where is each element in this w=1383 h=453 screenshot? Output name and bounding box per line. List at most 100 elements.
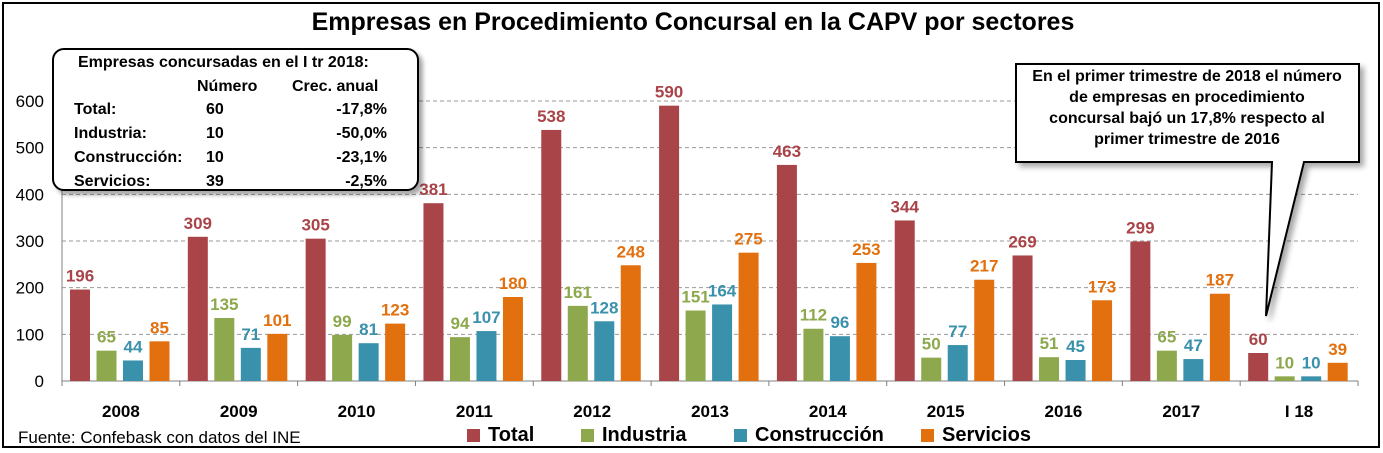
data-label: 77 [948, 322, 967, 341]
bar-total [1012, 255, 1033, 381]
data-label: 81 [359, 320, 378, 339]
summary-col-numero: Número [197, 78, 258, 95]
bar-construcción [240, 347, 261, 381]
data-label: 217 [970, 257, 998, 276]
x-tick-label: I 18 [1285, 402, 1313, 421]
legend-item-construccion: Construcción [734, 422, 884, 448]
callout-line: concursal bajó un 17,8% respecto al [1049, 110, 1325, 127]
legend-item-industria: Industria [581, 422, 686, 448]
legend-item-servicios: Servicios [921, 422, 1031, 448]
chart-title: Empresas en Procedimiento Concursal en l… [311, 8, 1075, 36]
bar-total [1248, 353, 1269, 381]
y-tick-label: 400 [16, 185, 44, 204]
summary-box: Empresas concursadas en el I tr 2018: Nú… [52, 48, 419, 191]
bar-total [541, 129, 562, 381]
data-label: 47 [1184, 336, 1203, 355]
data-label: 463 [773, 142, 801, 161]
data-label: 128 [590, 298, 618, 317]
bar-servicios [502, 297, 523, 381]
data-label: 590 [655, 83, 683, 102]
summary-number: 39 [206, 173, 224, 190]
data-label: 135 [210, 295, 238, 314]
bar-servicios [974, 279, 995, 381]
legend-swatch [734, 428, 747, 442]
y-tick-label: 300 [16, 232, 44, 251]
data-label: 39 [1328, 340, 1347, 359]
data-label: 538 [537, 107, 565, 126]
summary-number: 10 [206, 149, 224, 166]
data-label: 50 [922, 335, 941, 354]
bar-total [1130, 241, 1151, 381]
summary-growth: -50,0% [336, 125, 387, 142]
data-label: 45 [1066, 337, 1085, 356]
data-label: 71 [241, 325, 260, 344]
data-label: 180 [499, 274, 527, 293]
y-tick-label: 200 [16, 279, 44, 298]
summary-label: Industria: [74, 125, 147, 142]
bar-industria [449, 337, 470, 381]
legend-label: Servicios [942, 423, 1031, 446]
bar-construcción [712, 304, 733, 381]
bar-servicios [1092, 300, 1113, 381]
callout-line: primer trimestre de 2016 [1094, 131, 1280, 148]
legend-swatch [921, 428, 934, 442]
data-label: 123 [381, 301, 409, 320]
bar-servicios [1209, 293, 1230, 381]
legend-label: Industria [602, 423, 687, 446]
bar-industria [332, 334, 353, 381]
bar-industria [1274, 376, 1295, 381]
data-label: 275 [734, 230, 762, 249]
data-label: 51 [1040, 334, 1059, 353]
bar-construcción [829, 336, 850, 381]
y-tick-label: 500 [16, 139, 44, 158]
data-label: 344 [891, 197, 920, 216]
y-tick-label: 100 [16, 325, 44, 344]
legend-label: Total [488, 423, 535, 446]
summary-number: 60 [206, 101, 224, 118]
bar-industria [1156, 350, 1177, 381]
data-label: 248 [617, 242, 645, 261]
data-label: 161 [564, 283, 592, 302]
bar-industria [214, 318, 235, 381]
data-label: 173 [1088, 277, 1116, 296]
x-tick-label: 2014 [809, 402, 847, 421]
data-label: 305 [301, 216, 329, 235]
bar-industria [96, 350, 117, 381]
bar-industria [685, 310, 706, 381]
bar-total [776, 164, 797, 381]
bar-construcción [1065, 360, 1086, 381]
data-label: 309 [184, 214, 212, 233]
summary-label: Total: [74, 101, 117, 118]
bar-servicios [1327, 362, 1348, 381]
bar-servicios [856, 262, 877, 381]
bar-construcción [594, 321, 615, 381]
legend-item-total: Total [467, 422, 534, 448]
data-label: 44 [124, 337, 143, 356]
callout-text: En el primer trimestre de 2018 el número… [1016, 66, 1358, 150]
data-label: 381 [419, 180, 447, 199]
data-label: 112 [800, 306, 827, 325]
data-label: 151 [681, 288, 709, 307]
bar-total [894, 220, 915, 381]
data-label: 269 [1008, 232, 1036, 251]
x-tick-label: 2009 [220, 402, 258, 421]
callout-bubble [1015, 63, 1360, 317]
data-label: 164 [708, 281, 737, 300]
bar-total [659, 105, 680, 382]
x-tick-label: 2017 [1162, 402, 1200, 421]
bar-servicios [385, 323, 406, 381]
y-tick-label: 600 [16, 92, 44, 111]
summary-number: 10 [206, 125, 224, 142]
summary-col-crec: Crec. anual [292, 78, 379, 95]
summary-row-industria: Industria: 10 -50,0% [54, 125, 417, 149]
data-label: 10 [1302, 353, 1321, 372]
legend-swatch [467, 428, 480, 442]
data-label: 96 [830, 313, 849, 332]
legend-label: Construcción [755, 423, 884, 446]
x-tick-label: 2011 [456, 402, 493, 421]
x-tick-label: 2013 [691, 402, 729, 421]
callout-line: de empresas en procedimiento [1069, 89, 1305, 106]
data-label: 101 [263, 311, 291, 330]
summary-growth: -2,5% [345, 173, 387, 190]
